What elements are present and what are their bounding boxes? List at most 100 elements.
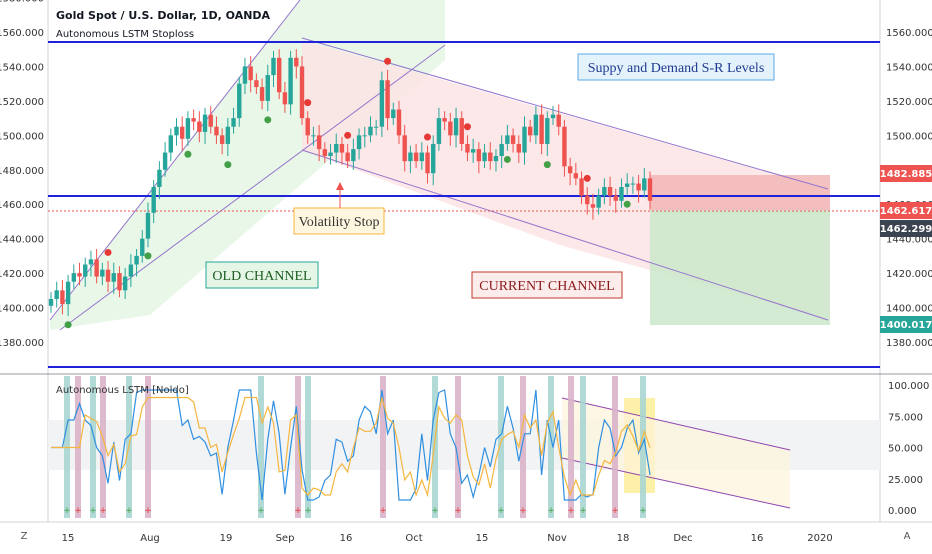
candle-body bbox=[294, 57, 299, 67]
candle-body bbox=[111, 273, 116, 282]
time-tick-label: Sep bbox=[276, 533, 295, 544]
candle-body bbox=[282, 92, 288, 105]
candle-body bbox=[157, 169, 162, 187]
stop-marker bbox=[424, 133, 432, 141]
candle-body bbox=[630, 183, 636, 185]
supply-demand-box bbox=[577, 53, 775, 81]
candle-body bbox=[94, 259, 99, 277]
osc-slow-line bbox=[51, 396, 651, 498]
oscillator-pane: + + + + + + + + + + + + + + + + + + + bbox=[48, 376, 880, 518]
time-tick-label: 15 bbox=[62, 533, 75, 544]
candle-body bbox=[379, 80, 385, 127]
candle-body bbox=[368, 126, 373, 136]
auto-scale-icon[interactable]: A bbox=[904, 531, 911, 542]
candle-body bbox=[351, 149, 356, 162]
candle-body bbox=[77, 273, 82, 277]
candle-body bbox=[168, 135, 173, 153]
candle-body bbox=[459, 118, 464, 144]
candle-body bbox=[71, 273, 77, 282]
candle-body bbox=[248, 66, 253, 81]
candle-body bbox=[225, 126, 231, 144]
left-tick-label: 1380.000 bbox=[0, 338, 44, 349]
candle-body bbox=[265, 75, 270, 101]
time-tick-label: 16 bbox=[340, 533, 353, 544]
right-tick-label: 1400.000 bbox=[886, 304, 932, 315]
candle-body bbox=[299, 66, 305, 119]
time-tick-label: Aug bbox=[140, 533, 160, 544]
osc-signal-mark: + bbox=[304, 506, 312, 516]
candle-body bbox=[128, 264, 134, 277]
compare-icon[interactable]: Z bbox=[21, 531, 28, 542]
candle-body bbox=[413, 152, 419, 162]
candle-body bbox=[619, 187, 624, 201]
candle-body bbox=[590, 204, 596, 208]
stop-marker bbox=[264, 116, 272, 124]
candle-body bbox=[271, 57, 276, 76]
osc-signal-mark: + bbox=[454, 506, 462, 516]
candle-body bbox=[254, 80, 259, 88]
osc-signal-bar bbox=[568, 376, 574, 518]
osc-signal-mark: + bbox=[567, 506, 575, 516]
candle-body bbox=[567, 166, 573, 174]
candle-body bbox=[191, 118, 196, 122]
old-channel-lower-line bbox=[49, 0, 301, 321]
osc-signal-bar bbox=[640, 376, 646, 518]
osc-signal-mark: + bbox=[639, 506, 647, 516]
candle-body bbox=[636, 183, 641, 191]
osc-signal-marks: + + + + + + + + + + + + + + + + + + + bbox=[63, 506, 647, 516]
osc-signal-mark: + bbox=[89, 506, 97, 516]
entry-price-text: 1462.617 bbox=[880, 206, 932, 217]
candle-body bbox=[162, 152, 168, 170]
left-tick-label: 1520.000 bbox=[0, 97, 44, 108]
candle-body bbox=[339, 143, 345, 153]
osc-signal-bar bbox=[455, 376, 461, 518]
candle-body bbox=[607, 187, 613, 196]
osc-signal-mark: + bbox=[144, 506, 152, 516]
supply-demand-label: Suppy and Demand S-R Levels bbox=[588, 61, 765, 76]
candle-body bbox=[499, 143, 504, 156]
stop-marker bbox=[344, 131, 352, 139]
time-tick-label: Nov bbox=[547, 533, 567, 544]
entry-price-badge bbox=[880, 202, 932, 219]
osc-signal-bar bbox=[100, 376, 106, 518]
right-tick-label: 1500.000 bbox=[886, 131, 932, 142]
osc-tick-label: 0.000 bbox=[888, 506, 917, 517]
candle-body bbox=[322, 149, 328, 156]
stop-marker bbox=[144, 252, 152, 260]
candle-body bbox=[528, 126, 533, 136]
osc-signal-mark: + bbox=[125, 506, 133, 516]
stop-zone bbox=[650, 175, 830, 210]
candle-body bbox=[613, 195, 618, 201]
candle-body bbox=[185, 118, 191, 139]
candle-body bbox=[202, 114, 208, 132]
candle-body bbox=[585, 195, 590, 205]
volatility-stop-label: Volatility Stop bbox=[298, 215, 379, 230]
stop-price-badge bbox=[880, 165, 932, 182]
old-channel-box bbox=[205, 261, 319, 289]
stop-marker bbox=[583, 174, 591, 182]
candle-body bbox=[288, 57, 293, 105]
candle-body bbox=[151, 187, 156, 213]
osc-channel-fill bbox=[562, 398, 790, 508]
candle-body bbox=[539, 114, 544, 144]
right-tick-label: 1560.000 bbox=[886, 28, 932, 39]
time-tick-label: 15 bbox=[476, 533, 489, 544]
candle-body bbox=[642, 178, 647, 191]
channel-regions bbox=[48, 0, 880, 368]
left-tick-label: 1560.000 bbox=[0, 28, 44, 39]
oscillator-label: Autonomous LSTM [Noldo] bbox=[56, 385, 189, 396]
osc-signal-mark: + bbox=[431, 506, 439, 516]
candle-body bbox=[105, 269, 111, 282]
candle-body bbox=[356, 135, 362, 150]
left-tick-label: 1460.000 bbox=[0, 200, 44, 211]
osc-tick-label: 75.000 bbox=[888, 412, 923, 423]
candle-body bbox=[328, 152, 333, 156]
target-price-text: 1400.017 bbox=[880, 320, 932, 331]
left-tick-label: 1540.000 bbox=[0, 62, 44, 73]
last-price-badge bbox=[880, 220, 932, 237]
right-tick-label: 1520.000 bbox=[886, 97, 932, 108]
candle-body bbox=[647, 178, 653, 201]
candle-body bbox=[408, 152, 413, 162]
left-tick-label: 1580.000 bbox=[0, 0, 44, 5]
